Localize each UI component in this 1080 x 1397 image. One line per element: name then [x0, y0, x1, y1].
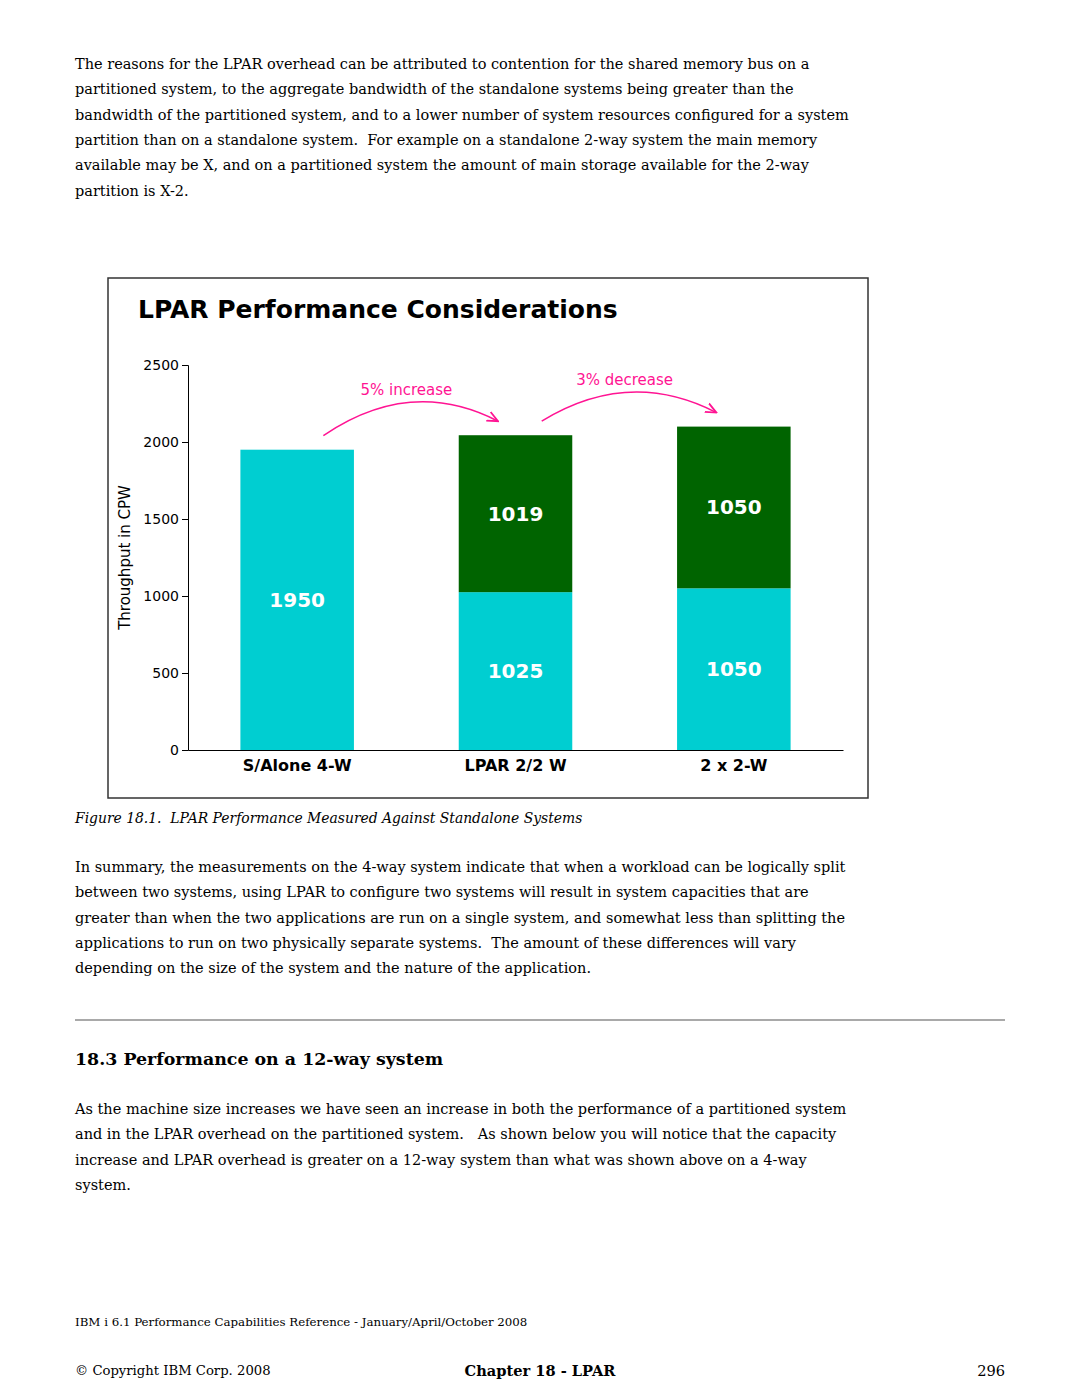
y-tick-label: 0	[170, 742, 179, 758]
text-line: system.	[75, 1177, 131, 1193]
x-axis-line	[189, 750, 844, 751]
page: The reasons for the LPAR overhead can be…	[0, 0, 1080, 1397]
paragraph: The reasons for the LPAR overhead can be…	[75, 56, 849, 199]
annotation: 3% decrease	[576, 371, 673, 389]
y-tick-mark	[182, 673, 188, 674]
x-tick-label: 2 x 2-W	[700, 756, 768, 775]
bar	[677, 588, 791, 750]
annotation-arrow	[323, 402, 498, 436]
text-line: partition is X-2.	[75, 183, 189, 199]
plot: 0 500 1000 1500 2000 2500 S/Alone 4-W LPAR 2/2 …	[116, 357, 844, 775]
chart-title: LPAR Performance Considerations	[138, 295, 618, 324]
y-tick-mark	[182, 596, 188, 597]
text-line: available may be X, and on a partitioned…	[75, 157, 810, 173]
section-header: 18.3 Performance on a 12-way system	[75, 1049, 443, 1069]
y-tick-label: 2000	[143, 434, 179, 450]
y-tick-mark	[182, 519, 188, 520]
y-axis-line	[182, 366, 189, 751]
annotation: 5% increase	[360, 381, 452, 399]
text-line: bandwidth of the partitioned system, and…	[75, 107, 849, 123]
data-label: 1025	[488, 659, 544, 683]
y-tick: 2500	[143, 357, 188, 373]
text-line: between two systems, using LPAR to confi…	[75, 884, 809, 900]
y-tick: 0	[170, 742, 188, 758]
paragraph: As the machine size increases we have se…	[74, 1101, 846, 1193]
y-tick-label: 500	[152, 665, 179, 681]
y-tick-label: 1000	[143, 588, 179, 604]
data-label: 1050	[706, 657, 762, 681]
x-tick-label: S/Alone 4-W	[243, 756, 352, 775]
text-line: greater than when the two applications a…	[75, 910, 845, 926]
y-tick-mark	[182, 442, 188, 443]
text-line: partition than on a standalone system. F…	[75, 132, 818, 148]
y-tick: 1500	[143, 511, 188, 527]
y-tick-mark	[182, 365, 188, 366]
annotation-arrow	[542, 392, 717, 421]
text-line: depending on the size of the system and …	[75, 960, 591, 976]
figure-caption: Figure 18.1. LPAR Performance Measured A…	[74, 810, 582, 826]
text-line: applications to run on two physically se…	[75, 935, 797, 951]
text-line: partitioned system, to the aggregate ban…	[75, 81, 794, 97]
bar	[240, 449, 354, 450]
bar	[240, 450, 354, 750]
series	[459, 427, 791, 593]
bar	[459, 435, 573, 592]
text-line: 18.3 Performance on a 12-way system	[75, 1049, 443, 1069]
x-axis: S/Alone 4-W LPAR 2/2 W 2 x 2-W	[189, 750, 844, 775]
text-line: IBM i 6.1 Performance Capabilities Refer…	[75, 1315, 527, 1329]
data-label: 1019	[488, 502, 544, 526]
chart-frame	[108, 278, 868, 798]
text-line: Chapter 18 - LPAR	[465, 1362, 617, 1379]
x-tick-label: LPAR 2/2 W	[464, 756, 566, 775]
x-tick: LPAR 2/2 W	[464, 750, 566, 775]
text-line: and in the LPAR overhead on the partitio…	[75, 1126, 837, 1142]
text-line: increase and LPAR overhead is greater on…	[75, 1152, 807, 1168]
y-tick: 2000	[143, 434, 188, 450]
data-labels: 1950 1025 1050 1019 1050	[269, 495, 761, 683]
footer: © Copyright IBM Corp. 2008	[75, 1363, 271, 1378]
y-tick-label: 1500	[143, 511, 179, 527]
text-line: As the machine size increases we have se…	[74, 1101, 846, 1117]
text-line: Figure 18.1. LPAR Performance Measured A…	[74, 810, 582, 826]
y-tick: 1000	[143, 588, 188, 604]
text-line: The reasons for the LPAR overhead can be…	[75, 56, 810, 72]
annotations: 5% increase 3% decrease	[323, 371, 716, 435]
paragraph: In summary, the measurements on the 4-wa…	[75, 859, 846, 977]
y-tick-label: 2500	[143, 357, 179, 373]
text-line: © Copyright IBM Corp. 2008	[75, 1363, 271, 1378]
y-tick-mark	[182, 750, 188, 751]
bar	[459, 592, 573, 750]
footer: 296	[977, 1362, 1005, 1379]
x-tick: 2 x 2-W	[700, 750, 768, 775]
x-tick: S/Alone 4-W	[243, 750, 352, 775]
bar	[677, 427, 791, 589]
y-axis-title: Throughput in CPW	[116, 485, 134, 631]
data-label: 1050	[706, 495, 762, 519]
y-tick: 500	[152, 665, 188, 681]
bars	[240, 427, 790, 750]
text-line: In summary, the measurements on the 4-wa…	[75, 859, 846, 875]
rule	[75, 1019, 1005, 1020]
data-label: 1950	[269, 588, 325, 612]
y-axis: 0 500 1000 1500 2000 2500	[143, 357, 188, 758]
footer: IBM i 6.1 Performance Capabilities Refer…	[75, 1315, 527, 1329]
text-line: 296	[977, 1362, 1005, 1379]
footer: Chapter 18 - LPAR	[465, 1362, 617, 1379]
